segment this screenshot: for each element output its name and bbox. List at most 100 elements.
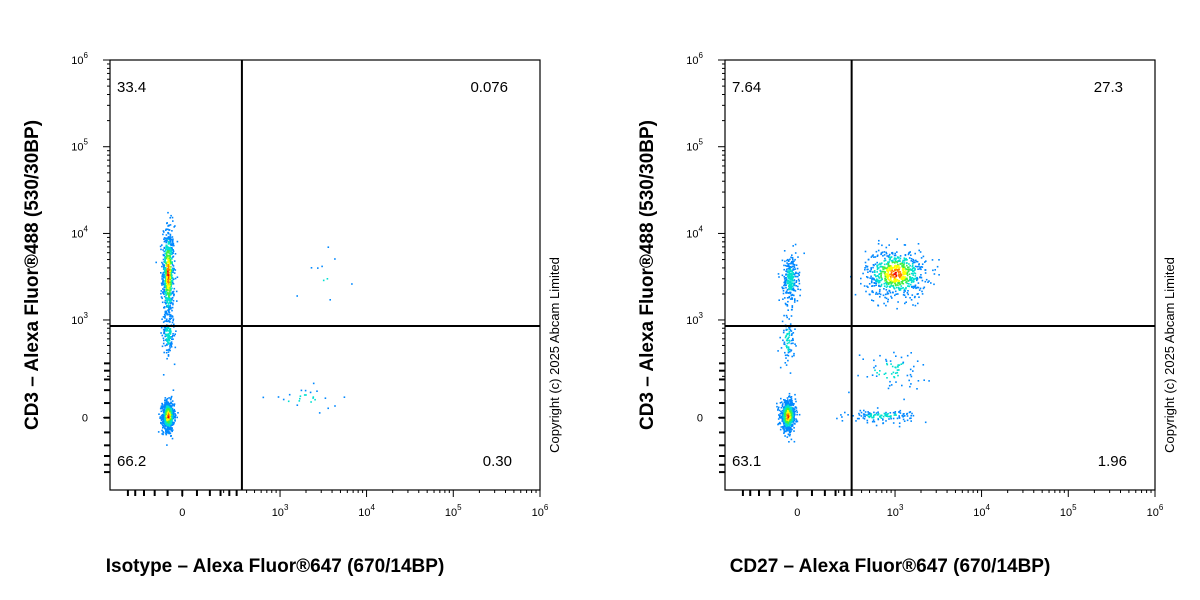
event-dot-p0 — [904, 268, 907, 270]
event-dot-p0 — [909, 283, 912, 286]
event-dot-p0 — [894, 282, 897, 284]
event-dot-p0 — [877, 280, 879, 283]
event-dot-p1 — [172, 410, 175, 413]
event-dot-p2 — [169, 332, 171, 335]
y-tick-label-exp: 3 — [699, 311, 704, 320]
event-dot-p1 — [171, 437, 174, 440]
event-dot-p2 — [788, 434, 791, 437]
event-dot-p4 — [883, 412, 886, 415]
event-dot-p0 — [908, 251, 911, 254]
event-dot-p3 — [790, 339, 793, 342]
event-dot-p4 — [865, 414, 867, 416]
event-dot-p1 — [164, 403, 166, 406]
event-dot-p0 — [914, 284, 917, 287]
event-dot-p0 — [905, 259, 907, 261]
event-dot-p0 — [167, 228, 169, 231]
event-dot-p0 — [170, 317, 173, 319]
event-dot-p2 — [790, 401, 793, 403]
quadrant-lower-left: 66.2 — [117, 453, 146, 470]
event-dot-p4 — [871, 416, 873, 419]
event-dot-p0 — [170, 250, 173, 252]
event-dot-p0 — [889, 265, 891, 267]
event-dot-p1 — [794, 252, 797, 254]
event-dot-p0 — [863, 285, 866, 287]
event-dot-p1 — [791, 305, 794, 307]
event-dot-p0 — [170, 237, 172, 239]
event-dot-p0 — [166, 287, 169, 290]
event-dot-p0 — [885, 297, 888, 300]
event-dot-p4 — [858, 417, 860, 420]
event-dot-p3 — [784, 354, 787, 357]
event-dot-p1 — [793, 266, 796, 269]
event-dot-p0 — [897, 260, 900, 263]
event-dot-p0 — [890, 274, 893, 276]
y-tick-label: 106 — [686, 51, 703, 67]
event-dot-p3 — [785, 329, 788, 331]
event-dot-p5 — [922, 364, 925, 366]
event-dot-p2 — [787, 405, 790, 407]
event-dot-p1 — [785, 268, 788, 271]
event-dot-p5 — [879, 370, 881, 372]
event-dot-p4 — [867, 413, 870, 416]
event-dot-p2 — [777, 418, 780, 420]
event-dot-p0 — [168, 242, 170, 245]
event-dot-p0 — [902, 266, 905, 269]
event-dot-p0 — [165, 287, 168, 289]
event-dot-p3 — [343, 396, 346, 398]
event-dot-p0 — [161, 276, 163, 278]
event-dot-p5 — [886, 363, 889, 366]
event-dot-p5 — [873, 366, 875, 369]
event-dot-p1 — [169, 421, 172, 423]
event-dot-p0 — [168, 250, 170, 252]
event-dot-p1 — [165, 398, 168, 401]
event-dot-p0 — [885, 252, 888, 255]
event-dot-p1 — [793, 279, 796, 281]
event-dot-p0 — [907, 253, 910, 256]
event-dot-p2 — [790, 438, 793, 441]
event-dot-p0 — [172, 220, 174, 222]
event-dot-p0 — [893, 266, 895, 269]
event-dot-p5 — [894, 366, 896, 369]
event-dot-p4 — [862, 417, 865, 419]
event-dot-p1 — [165, 402, 167, 404]
event-dot-p4 — [864, 415, 866, 418]
event-dot-p1 — [791, 277, 793, 279]
event-dot-p4 — [863, 418, 866, 420]
event-dot-p1 — [171, 423, 173, 426]
event-dot-p4 — [326, 278, 329, 280]
event-dot-p0 — [176, 300, 178, 302]
event-dot-p4 — [866, 414, 868, 416]
event-dot-p0 — [169, 279, 172, 281]
event-dot-p0 — [166, 297, 169, 300]
event-dot-p1 — [783, 250, 786, 252]
event-dot-p0 — [884, 293, 887, 296]
event-dot-p3 — [296, 404, 299, 406]
event-dot-p0 — [173, 293, 175, 296]
event-dot-p0 — [888, 268, 890, 270]
y-tick-label: 103 — [686, 311, 703, 327]
event-dot-p0 — [174, 253, 177, 255]
event-dot-p5 — [879, 354, 881, 357]
event-dot-p4 — [882, 422, 884, 425]
event-dot-p0 — [169, 291, 171, 293]
event-dot-p5 — [898, 369, 900, 371]
event-dot-p0 — [886, 255, 888, 257]
event-dot-p0 — [891, 253, 894, 255]
event-dot-p4 — [882, 419, 884, 421]
event-dot-p0 — [872, 300, 875, 302]
event-dot-p4 — [884, 413, 887, 415]
y-tick-label-exp: 6 — [699, 51, 704, 60]
event-dot-p2 — [168, 348, 170, 351]
event-dot-p1 — [787, 260, 790, 262]
y-tick-label-base: 10 — [71, 142, 83, 154]
event-dot-p0 — [163, 261, 166, 264]
event-dot-p0 — [165, 265, 168, 267]
event-dot-p1 — [799, 294, 801, 297]
event-dot-p0 — [885, 283, 888, 285]
event-dot-p0 — [878, 280, 881, 282]
event-dot-p0 — [163, 247, 166, 249]
event-dot-p0 — [170, 280, 173, 283]
event-dot-p0 — [894, 276, 896, 278]
event-dot-p0 — [895, 272, 897, 274]
